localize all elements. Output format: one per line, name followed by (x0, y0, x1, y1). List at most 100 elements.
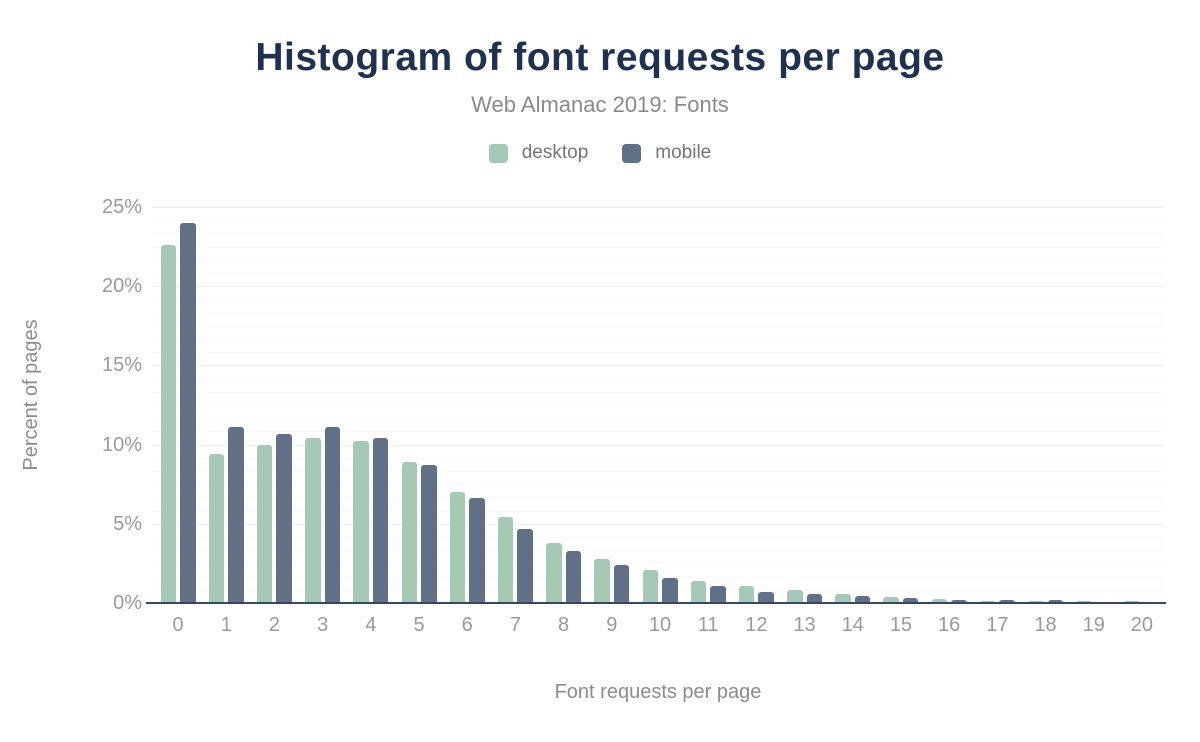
bar-desktop-6[interactable] (449, 492, 466, 603)
bar-desktop-10[interactable] (642, 569, 658, 603)
bar-mobile-16[interactable] (951, 599, 967, 603)
bar-desktop-17[interactable] (979, 600, 996, 603)
bar-mobile-1[interactable] (228, 427, 244, 603)
gridline-minor (152, 352, 1164, 354)
bar-mobile-11[interactable] (710, 585, 726, 603)
bar-mobile-17[interactable] (999, 599, 1015, 603)
bar-mobile-10[interactable] (662, 577, 678, 603)
chart-subtitle: Web Almanac 2019: Fonts (471, 92, 729, 117)
x-tick-label-4: 4 (365, 614, 377, 636)
y-tick-label-25: 25% (101, 196, 142, 218)
bar-desktop-18[interactable] (1028, 600, 1044, 603)
gridline-minor (152, 220, 1164, 222)
bar-desktop-1[interactable] (208, 454, 225, 603)
bar-desktop-11[interactable] (690, 580, 707, 603)
bar-mobile-13[interactable] (806, 594, 823, 603)
gridline-minor (152, 325, 1164, 327)
legend-label-desktop: desktop (521, 142, 589, 163)
gridline-minor (152, 550, 1164, 552)
bar-mobile-6[interactable] (469, 498, 485, 603)
bar-desktop-16[interactable] (931, 598, 948, 603)
x-tick-label-10: 10 (648, 614, 672, 636)
x-tick-label-17: 17 (986, 614, 1009, 636)
bar-desktop-0[interactable] (160, 245, 177, 603)
y-tick-label-5: 5% (113, 512, 142, 535)
y-tick-label-0: 0% (113, 592, 142, 614)
bar-desktop-20[interactable] (1124, 600, 1140, 603)
x-axis-line (146, 602, 1166, 604)
gridline-minor (152, 510, 1164, 512)
bar-mobile-9[interactable] (613, 564, 630, 603)
bar-mobile-0[interactable] (180, 222, 196, 603)
bar-desktop-5[interactable] (401, 462, 418, 603)
y-tick-label-15: 15% (101, 354, 142, 377)
bar-mobile-5[interactable] (421, 465, 437, 603)
gridline-minor (152, 378, 1164, 380)
x-tick-label-20: 20 (1130, 614, 1154, 636)
y-tick-label-20: 20% (101, 275, 142, 298)
bar-mobile-8[interactable] (565, 550, 582, 603)
bar-mobile-15[interactable] (902, 598, 919, 603)
bar-desktop-9[interactable] (594, 558, 610, 603)
bar-desktop-19[interactable] (1076, 600, 1092, 603)
bar-mobile-12[interactable] (758, 591, 774, 603)
gridline-minor (152, 537, 1164, 538)
x-tick-label-0: 0 (172, 614, 184, 636)
bar-desktop-13[interactable] (787, 590, 803, 603)
gridline-minor (152, 497, 1164, 499)
bar-desktop-7[interactable] (497, 517, 514, 603)
x-tick-label-13: 13 (793, 614, 816, 636)
gridline-minor (152, 273, 1164, 274)
bar-desktop-8[interactable] (546, 542, 562, 603)
x-axis-title: Font requests per page (554, 681, 762, 703)
x-tick-label-1: 1 (220, 614, 232, 636)
gridline-minor (152, 589, 1164, 591)
desktop-legend-swatch-icon (488, 143, 508, 163)
gridline-minor (152, 484, 1164, 486)
x-tick-label-8: 8 (558, 614, 570, 636)
bar-desktop-3[interactable] (305, 438, 321, 603)
bar-desktop-14[interactable] (835, 594, 851, 603)
bar-mobile-4[interactable] (372, 438, 389, 603)
gridline-major (152, 523, 1164, 525)
mobile-legend-swatch-icon (622, 143, 642, 163)
gridline-minor (152, 576, 1164, 578)
x-tick-label-18: 18 (1034, 614, 1057, 636)
legend: desktop mobile (0, 142, 1200, 164)
x-tick-label-16: 16 (938, 614, 961, 636)
bar-mobile-14[interactable] (854, 595, 871, 603)
gridline-minor (152, 233, 1164, 235)
bar-mobile-7[interactable] (517, 528, 533, 603)
bar-mobile-18[interactable] (1047, 599, 1064, 603)
y-tick-label-10: 10% (101, 433, 142, 456)
gridline-major (152, 365, 1164, 367)
gridline-minor (152, 563, 1164, 565)
x-tick-label-15: 15 (889, 614, 913, 636)
legend-label-mobile: mobile (655, 142, 712, 163)
chart-title: Histogram of font requests per page (255, 36, 945, 79)
legend-item-desktop: desktop (488, 142, 589, 164)
x-tick-label-11: 11 (697, 614, 719, 636)
gridline-minor (152, 418, 1164, 420)
x-tick-label-7: 7 (509, 614, 521, 636)
gridline-minor (152, 246, 1164, 248)
bar-mobile-2[interactable] (276, 433, 292, 603)
legend-item-mobile: mobile (622, 142, 711, 164)
x-tick-label-19: 19 (1082, 614, 1105, 636)
x-tick-label-6: 6 (461, 614, 473, 636)
bar-desktop-4[interactable] (353, 441, 369, 603)
gridline-minor (152, 391, 1164, 393)
gridline-minor (152, 299, 1164, 301)
x-tick-label-2: 2 (268, 614, 281, 636)
x-tick-label-14: 14 (841, 614, 864, 636)
plot-area (146, 195, 1166, 604)
x-tick-label-5: 5 (413, 614, 425, 636)
gridline-minor (152, 339, 1164, 340)
gridline-major (152, 444, 1164, 446)
bar-desktop-2[interactable] (256, 444, 273, 603)
gridline-major (152, 207, 1164, 208)
bar-desktop-12[interactable] (738, 585, 755, 603)
bar-desktop-15[interactable] (883, 596, 899, 603)
bar-mobile-3[interactable] (324, 427, 341, 603)
